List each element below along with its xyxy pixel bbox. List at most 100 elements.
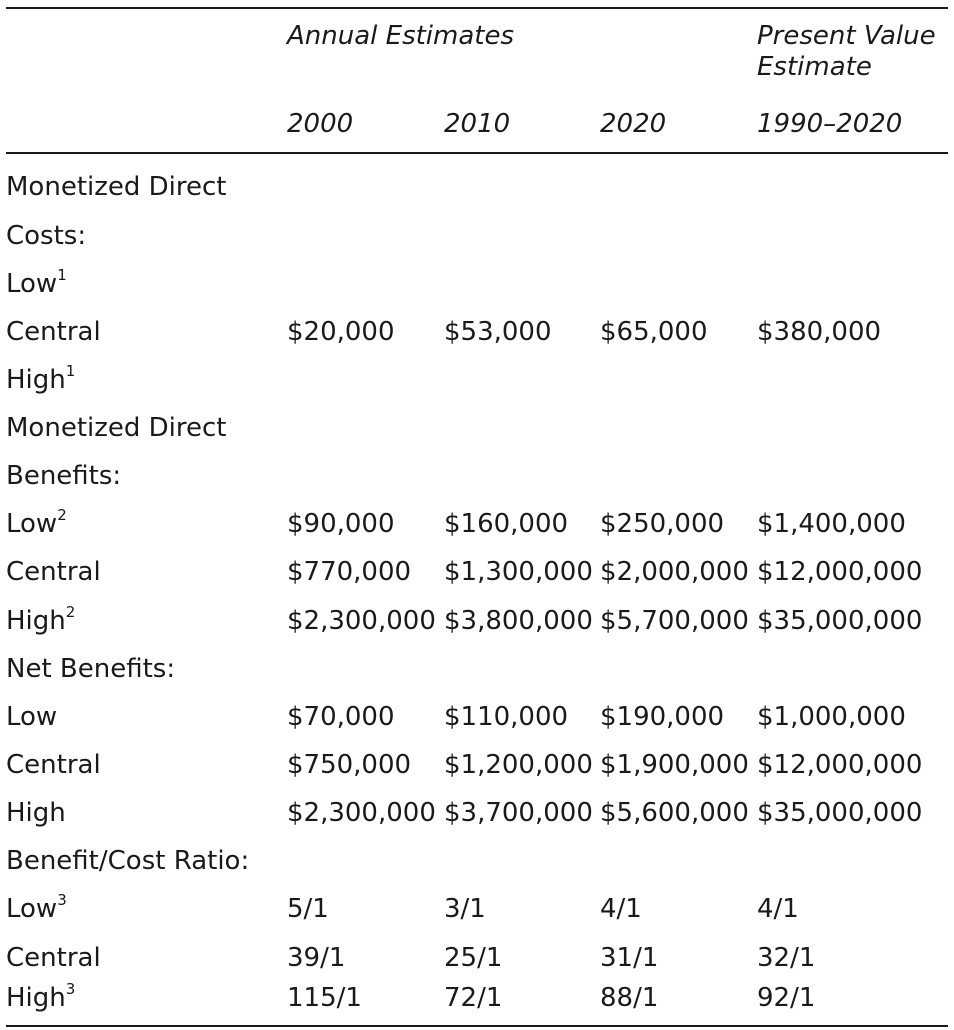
table-row: Central $20,000 $53,000 $65,000 $380,000 xyxy=(0,314,954,350)
footnote-marker: 2 xyxy=(57,506,67,525)
value-cell: $1,000,000 xyxy=(757,702,906,732)
value-cell: 72/1 xyxy=(444,983,503,1013)
header-present-value-line2: Estimate xyxy=(757,52,872,82)
row-label-text: High xyxy=(6,983,66,1013)
header-year-range: 1990–2020 xyxy=(757,109,903,139)
row-label: Monetized Direct xyxy=(6,410,227,446)
header-present-value-line1: Present Value xyxy=(757,21,936,51)
value-cell: 88/1 xyxy=(600,983,659,1013)
value-cell: 32/1 xyxy=(757,943,816,973)
value-cell: $3,800,000 xyxy=(444,606,593,636)
table-row: High2 $2,300,000 $3,800,000 $5,700,000 $35,0… xyxy=(0,603,954,639)
row-label: Central xyxy=(6,940,101,976)
row-label: Low2 xyxy=(6,506,67,542)
row-label: Low1 xyxy=(6,266,67,302)
value-cell: $190,000 xyxy=(600,702,725,732)
footnote-marker: 3 xyxy=(57,891,67,910)
value-cell: $70,000 xyxy=(287,702,395,732)
header-annual-estimates: Annual Estimates xyxy=(287,21,515,51)
value-cell: $35,000,000 xyxy=(757,798,923,828)
value-cell: $1,300,000 xyxy=(444,557,593,587)
value-cell: $1,200,000 xyxy=(444,750,593,780)
table-row: Low3 5/1 3/1 4/1 4/1 xyxy=(0,891,954,927)
row-label: High3 xyxy=(6,980,75,1016)
value-cell: 115/1 xyxy=(287,983,362,1013)
table-row: Central $770,000 $1,300,000 $2,000,000 $12,0… xyxy=(0,554,954,590)
value-cell: 4/1 xyxy=(600,894,642,924)
row-label: High xyxy=(6,795,66,831)
value-cell: $12,000,000 xyxy=(757,750,923,780)
value-cell: 4/1 xyxy=(757,894,799,924)
value-cell: $35,000,000 xyxy=(757,606,923,636)
row-label-text: Low xyxy=(6,509,58,539)
value-cell: 39/1 xyxy=(287,943,346,973)
value-cell: 5/1 xyxy=(287,894,329,924)
value-cell: $2,000,000 xyxy=(600,557,749,587)
header-year-2000: 2000 xyxy=(287,109,354,139)
table-row: Benefits: xyxy=(0,458,954,494)
footnote-marker: 1 xyxy=(57,266,67,285)
value-cell: $12,000,000 xyxy=(757,557,923,587)
value-cell: 92/1 xyxy=(757,983,816,1013)
value-cell: $160,000 xyxy=(444,509,569,539)
row-label-text: Benefit/Cost Ratio: xyxy=(6,846,250,876)
value-cell: 31/1 xyxy=(600,943,659,973)
row-label: Low3 xyxy=(6,891,67,927)
value-cell: $1,900,000 xyxy=(600,750,749,780)
table-row: High3 115/1 72/1 88/1 92/1 xyxy=(0,980,954,1016)
value-cell: 3/1 xyxy=(444,894,486,924)
table-row: Monetized Direct xyxy=(0,169,954,205)
header-year-2010: 2010 xyxy=(444,109,511,139)
row-label-text: High xyxy=(6,606,66,636)
value-cell: $750,000 xyxy=(287,750,412,780)
value-cell: $90,000 xyxy=(287,509,395,539)
row-label-text: High xyxy=(6,365,66,395)
value-cell: 25/1 xyxy=(444,943,503,973)
row-label-text: High xyxy=(6,798,66,828)
value-cell: $770,000 xyxy=(287,557,412,587)
footnote-marker: 2 xyxy=(65,603,76,622)
row-label: Benefit/Cost Ratio: xyxy=(6,843,249,879)
value-cell: $2,300,000 xyxy=(287,606,436,636)
table-row: Costs: xyxy=(0,218,954,254)
row-label-text: Costs: xyxy=(6,221,87,251)
row-label: Costs: xyxy=(6,218,86,254)
row-label: Central xyxy=(6,314,101,350)
row-label-text: Net Benefits: xyxy=(6,654,176,684)
table-row: Net Benefits: xyxy=(0,651,954,687)
row-label: High2 xyxy=(6,603,75,639)
row-label: Central xyxy=(6,747,101,783)
value-cell: $1,400,000 xyxy=(757,509,906,539)
row-label: Benefits: xyxy=(6,458,121,494)
row-label-text: Monetized Direct xyxy=(6,413,227,443)
bottom-rule xyxy=(6,1025,948,1027)
value-cell: $53,000 xyxy=(444,317,552,347)
value-cell: $5,700,000 xyxy=(600,606,749,636)
header-year-2020: 2020 xyxy=(600,109,667,139)
row-label-text: Low xyxy=(6,269,58,299)
value-cell: $5,600,000 xyxy=(600,798,749,828)
row-label-text: Low xyxy=(6,702,58,732)
table-row: Central 39/1 25/1 31/1 32/1 xyxy=(0,940,954,976)
table-row: Low1 xyxy=(0,266,954,302)
row-label-text: Central xyxy=(6,557,101,587)
value-cell: $2,300,000 xyxy=(287,798,436,828)
table-row: Benefit/Cost Ratio: xyxy=(0,843,954,879)
row-label-text: Central xyxy=(6,943,101,973)
table-row: Low2 $90,000 $160,000 $250,000 $1,400,000 xyxy=(0,506,954,542)
row-label: High1 xyxy=(6,362,75,398)
row-label: Net Benefits: xyxy=(6,651,175,687)
value-cell: $380,000 xyxy=(757,317,882,347)
value-cell: $250,000 xyxy=(600,509,725,539)
table-row: Low $70,000 $110,000 $190,000 $1,000,000 xyxy=(0,699,954,735)
row-label: Central xyxy=(6,554,101,590)
value-cell: $110,000 xyxy=(444,702,569,732)
table-row: High1 xyxy=(0,362,954,398)
row-label-text: Benefits: xyxy=(6,461,122,491)
value-cell: $65,000 xyxy=(600,317,708,347)
row-label: Monetized Direct xyxy=(6,169,227,205)
row-label-text: Low xyxy=(6,894,58,924)
value-cell: $3,700,000 xyxy=(444,798,593,828)
row-label-text: Monetized Direct xyxy=(6,172,227,202)
row-label-text: Central xyxy=(6,750,101,780)
